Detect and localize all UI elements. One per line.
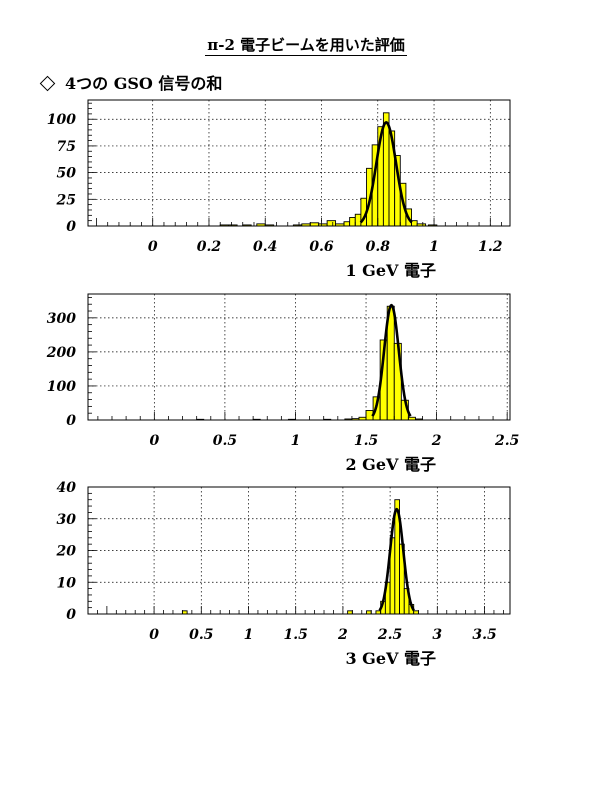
- section-heading: 4つの GSO 信号の和: [38, 70, 222, 94]
- x-tick-label: 1.2: [478, 239, 503, 255]
- x-tick-label: 1.5: [284, 627, 308, 643]
- fit-curve: [378, 507, 415, 612]
- x-tick-label: 3: [432, 627, 442, 643]
- x-tick-label: 2.5: [494, 433, 519, 449]
- x-tick-label: 1: [244, 627, 254, 643]
- y-tick-label: 100: [47, 112, 76, 128]
- y-tick-label: 40: [57, 480, 77, 496]
- x-tick-label: 1: [291, 433, 301, 449]
- x-axis-label: 1 GeV 電子: [345, 261, 436, 280]
- histogram-bin: [326, 220, 337, 227]
- y-tick-label: 0: [66, 219, 76, 235]
- x-tick-label: 2: [431, 433, 442, 449]
- x-tick-label: 2: [337, 627, 348, 643]
- y-tick-label: 100: [47, 379, 76, 395]
- x-tick-label: 2.5: [377, 627, 402, 643]
- x-tick-label: 1.5: [354, 433, 378, 449]
- x-tick-label: 0: [148, 239, 158, 255]
- x-tick-label: 0.5: [213, 433, 237, 449]
- x-axis-label: 3 GeV 電子: [345, 649, 436, 668]
- x-tick-label: 1: [429, 239, 439, 255]
- y-tick-label: 50: [57, 166, 77, 182]
- plot-frame: [87, 293, 511, 421]
- x-tick-label: 3.5: [472, 627, 496, 643]
- x-tick-label: 0.4: [253, 239, 277, 255]
- y-tick-label: 20: [56, 544, 77, 560]
- y-tick-label: 300: [47, 311, 76, 327]
- y-tick-label: 75: [57, 139, 76, 155]
- x-tick-label: 0.2: [197, 239, 222, 255]
- histogram-panel-3: 0 0.5 1 1.5 2 2.5 3 3.5 0 10 20 30 40 3 GeV 電子: [56, 480, 511, 668]
- y-tick-label: 200: [46, 345, 76, 361]
- y-tick-label: 0: [66, 607, 76, 623]
- fit-curve: [359, 121, 413, 224]
- x-tick-label: 0.6: [309, 239, 334, 255]
- histogram-bin: [343, 221, 351, 227]
- x-tick-label: 0.8: [366, 239, 391, 255]
- page-title: π-2 電子ビームを用いた評価: [205, 36, 407, 56]
- x-axis-label: 2 GeV 電子: [345, 455, 436, 474]
- histogram-bin: [354, 213, 362, 227]
- fit-curve: [371, 303, 412, 417]
- x-tick-label: 0: [149, 627, 159, 643]
- x-tick-label: 0.5: [189, 627, 213, 643]
- plot-frame: [87, 486, 511, 615]
- plot-frame: [87, 99, 511, 227]
- histogram-bin: [382, 112, 390, 227]
- x-tick-label: 0: [149, 433, 159, 449]
- y-tick-label: 30: [57, 512, 77, 528]
- histogram-panel-1: 0 0.2 0.4 0.6 0.8 1 1.2 0 25 50 75 100 1 GeV 電子: [47, 99, 511, 280]
- y-tick-label: 25: [56, 192, 76, 208]
- y-tick-label: 0: [66, 413, 76, 429]
- y-tick-label: 10: [57, 575, 77, 591]
- histogram-bin: [349, 217, 356, 227]
- histogram-panel-2: 0 0.5 1 1.5 2 2.5 0 100 200 300 2 GeV 電子: [46, 293, 519, 474]
